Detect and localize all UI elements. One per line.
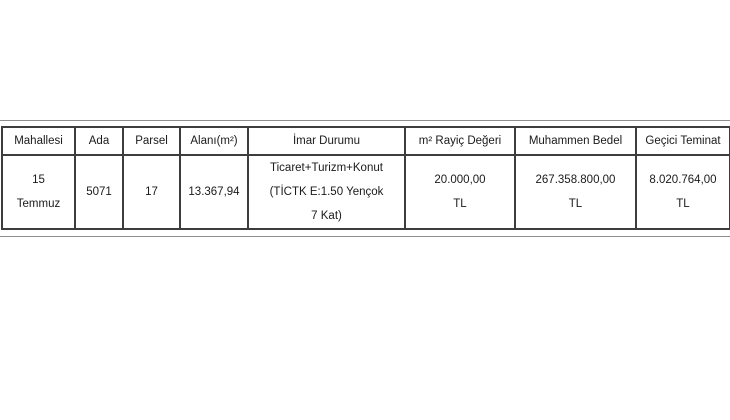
cell-muhammen-bedel: 267.358.800,00 TL: [514, 154, 637, 230]
cell-rayic-degeri: 20.000,00 TL: [404, 154, 516, 230]
top-rule-line: [0, 120, 730, 121]
cell-gecici-teminat: 8.020.764,00 TL: [635, 154, 730, 230]
cell-mahallesi: 15 Temmuz: [1, 154, 76, 230]
rayic-currency: TL: [453, 198, 467, 210]
table-row: 15 Temmuz 5071 17 13.367,94 Ticaret+Turi…: [1, 154, 730, 230]
cell-parsel: 17: [122, 154, 181, 230]
cell-alan: 13.367,94: [179, 154, 249, 230]
cell-ada: 5071: [74, 154, 124, 230]
auction-table: Mahallesi Ada Parsel Alanı(m²) İmar Duru…: [1, 126, 730, 230]
imar-line-2: (TİCTK E:1.50 Yençok: [269, 186, 384, 198]
teminat-currency: TL: [676, 198, 690, 210]
cell-imar-durumu: Ticaret+Turizm+Konut (TİCTK E:1.50 Yenço…: [247, 154, 406, 230]
column-header-rayic-degeri: m² Rayiç Değeri: [404, 126, 516, 156]
column-header-mahallesi: Mahallesi: [1, 126, 76, 156]
bottom-rule-line: [0, 236, 730, 237]
column-header-parsel: Parsel: [122, 126, 181, 156]
column-header-ada: Ada: [74, 126, 124, 156]
teminat-amount: 8.020.764,00: [649, 174, 717, 186]
rayic-amount: 20.000,00: [434, 174, 486, 186]
imar-line-1: Ticaret+Turizm+Konut: [270, 162, 383, 174]
column-header-imar-durumu: İmar Durumu: [247, 126, 406, 156]
column-header-gecici-teminat: Geçici Teminat: [635, 126, 730, 156]
muhammen-amount: 267.358.800,00: [535, 174, 616, 186]
imar-line-3: 7 Kat): [311, 210, 342, 222]
table-header-row: Mahallesi Ada Parsel Alanı(m²) İmar Duru…: [1, 126, 730, 156]
column-header-muhammen-bedel: Muhammen Bedel: [514, 126, 637, 156]
column-header-alan: Alanı(m²): [179, 126, 249, 156]
mahallesi-line-2: Temmuz: [16, 198, 61, 210]
muhammen-currency: TL: [568, 198, 583, 210]
mahallesi-line-1: 15: [32, 174, 45, 186]
